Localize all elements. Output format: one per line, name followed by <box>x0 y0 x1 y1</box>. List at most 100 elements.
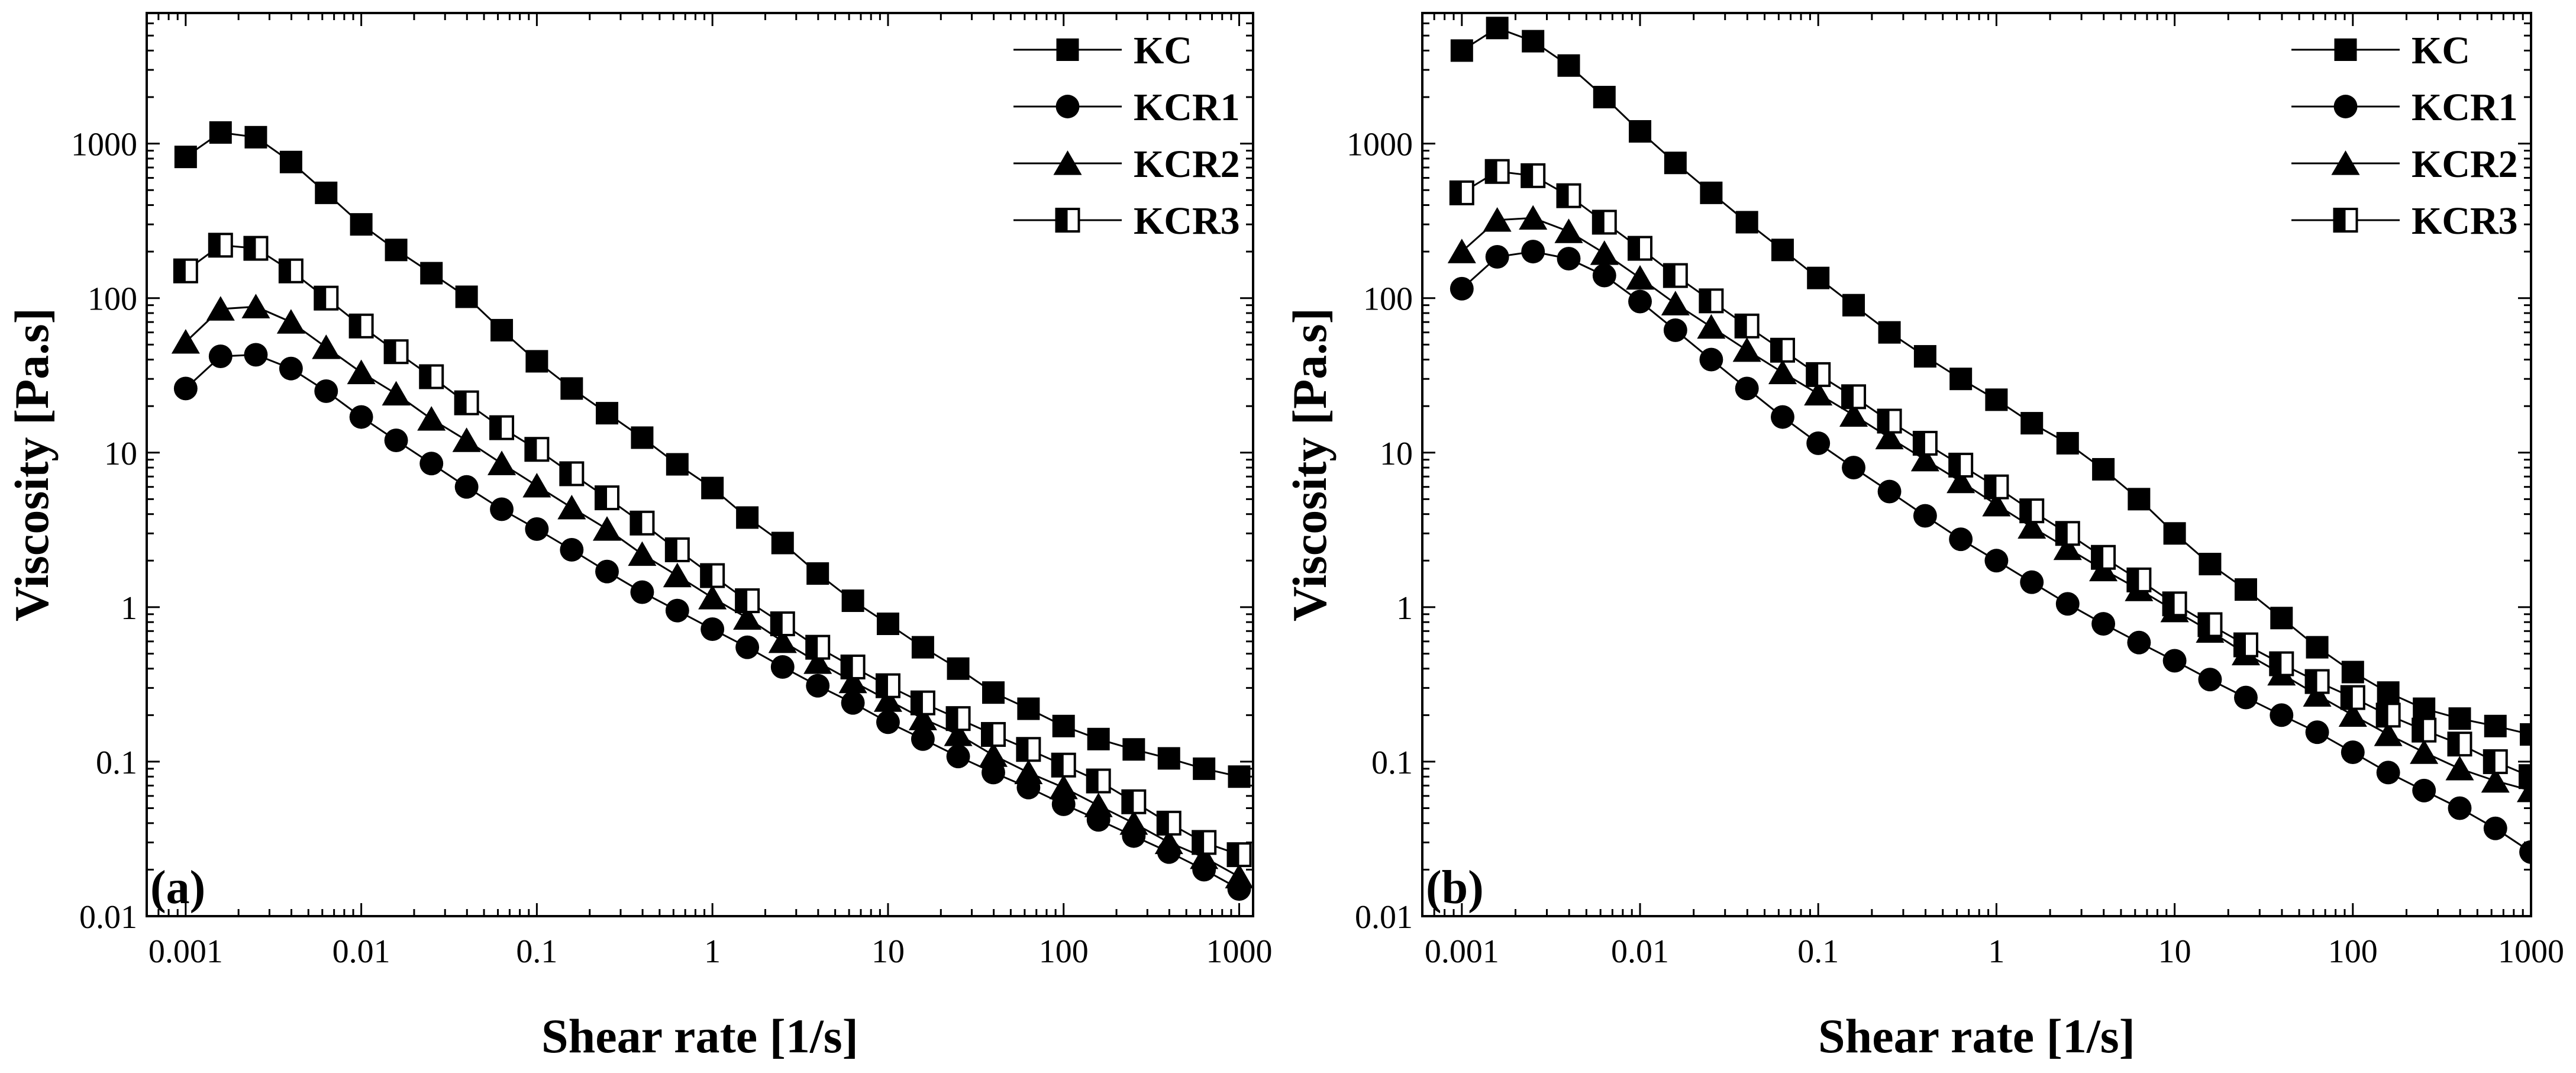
panel-b-series-kcr2-point <box>2017 514 2046 539</box>
panel-a-series-kcr2-point <box>241 294 270 318</box>
panel-a-legend-marker <box>1053 150 1082 175</box>
panel-b-series-kcr1-point <box>1450 276 1474 301</box>
panel-b-series-kcr2-point <box>1732 337 1761 362</box>
panel-b-series-kcr3-point <box>2412 717 2437 743</box>
panel-a-y-tick-label: 1 <box>121 590 137 627</box>
panel-b-series-kc-point <box>2056 431 2079 455</box>
panel-a-legend-marker <box>1055 208 1080 233</box>
panel-a-series-kcr3-point <box>1016 737 1041 762</box>
panel-a-legend-entry-kcr1: KCR1 <box>1013 86 1240 129</box>
panel-a-series-kc-point <box>666 453 689 476</box>
panel-b-series-kcr2-point <box>1447 239 1476 263</box>
panel-b-legend-marker <box>2333 208 2358 233</box>
panel-a-series-kc-point <box>490 318 514 341</box>
panel-a-y-tick-label: 100 <box>88 281 137 318</box>
panel-a-y-tick-label: 10 <box>104 436 137 472</box>
panel-b-series-kcr1-point <box>2055 592 2080 616</box>
panel-b-series-kcr3-point <box>2269 651 2294 676</box>
panel-a-legend-entry-kc: KC <box>1013 29 1192 72</box>
panel-a-series-kcr2-point <box>733 605 762 630</box>
panel-b-plot-frame <box>1421 12 2532 917</box>
panel-b-series-kcr2-point <box>1875 424 1904 450</box>
panel-a-series-kcr1-point <box>946 745 970 769</box>
panel-b-series-kcr1-point <box>2412 778 2436 803</box>
panel-b-series-kcr2-point <box>2303 682 2332 707</box>
panel-a-series-kcr2-point <box>698 585 727 610</box>
panel-b-legend-marker <box>2334 38 2357 61</box>
panel-a-series-kc-point <box>841 589 864 613</box>
panel-b-series-kcr2-point <box>2410 739 2439 764</box>
panel-b-series-kcr2-point <box>1839 402 1868 427</box>
panel-a-series-kc-point <box>1052 714 1075 737</box>
panel-a-series-kc-point <box>1228 765 1251 788</box>
panel-b-series-kcr3-point <box>2091 544 2116 570</box>
panel-a-y-tick-label: 0.01 <box>79 899 137 936</box>
panel-a-series-kc-point <box>876 613 899 636</box>
panel-b-series-kc-point <box>1700 181 1723 204</box>
panel-a-series-kcr3-point <box>1192 830 1217 855</box>
panel-b-series-kc-point <box>2306 636 2329 659</box>
panel-b-legend-entry-kcr3: KCR3 <box>2291 199 2518 243</box>
panel-b-series-kcr3-point <box>1806 362 1831 387</box>
panel-a-series-kcr3-point <box>910 690 935 716</box>
panel-b-series-kcr1-point <box>1485 245 1509 269</box>
panel-b-series-kc-point <box>2520 723 2531 746</box>
panel-a-series-kcr1-point <box>208 344 233 369</box>
panel-b-series-kcr1-point <box>1592 263 1616 288</box>
panel-b: 0.001 0.01 0.1 1 10 100 1000 0.01 0.1 1 10 100 1000 S… <box>1283 12 2564 1063</box>
panel-a-series-kcr2-point <box>592 516 622 541</box>
panel-b-series-kcr2-point <box>1661 291 1690 315</box>
panel-b-x-tick-label: 1 <box>1988 933 2004 970</box>
panel-a-series-kc-point <box>982 681 1005 704</box>
panel-b-series-kcr2-point <box>1554 218 1583 243</box>
panel-a-series-kcr1-point <box>173 376 198 401</box>
panel-a-legend-label: KC <box>1134 29 1192 72</box>
panel-a-series-kcr2-point <box>1154 829 1183 855</box>
panel-a-series-kc-point <box>209 121 232 144</box>
panel-b-series-kcr1-point <box>1663 318 1687 342</box>
panel-b-series-kcr3-point <box>1484 159 1510 184</box>
panel-b-legend-label: KC <box>2412 29 2470 72</box>
panel-b-series-kcr2-point <box>1946 468 1975 494</box>
panel-a-series-kcr2-point <box>382 381 411 406</box>
panel-a-series-kcr2-point <box>838 668 867 694</box>
panel-a-series-kcr2-point <box>908 705 937 730</box>
panel-b-series-kcr1-point <box>1628 289 1652 314</box>
panel-b-series-kcr1-point <box>2127 630 2151 655</box>
panel-a-series-kcr3-point <box>314 285 339 311</box>
panel-b-y-tick-label: 0.01 <box>1355 899 1413 936</box>
panel-b-series-kc-point <box>1771 239 1794 262</box>
panel-a-series-kcr3-point <box>945 706 971 732</box>
panel-b-series-kcr3-point <box>1521 163 1546 188</box>
panel-a-series-kcr3-point <box>524 437 550 462</box>
panel-a-x-tick-label: 0.001 <box>149 933 223 970</box>
panel-a-series-kcr2 <box>171 294 1253 889</box>
panel-a-x-tick-label: 0.01 <box>333 933 390 970</box>
panel-b-series-kc <box>1450 17 2531 746</box>
panel-b-x-tick-label: 1000 <box>2498 933 2564 970</box>
panel-b-y-tick-label: 0.1 <box>1371 745 1413 781</box>
panel-a-legend-label: KCR2 <box>1134 143 1240 186</box>
panel-b-x-tick-label: 0.1 <box>1797 933 1839 970</box>
panel-b-legend: KC KCR1 KCR2 KCR3 <box>2291 29 2518 243</box>
panel-b-series-kcr3-point <box>1628 236 1653 261</box>
panel-a-series-kc-point <box>560 377 583 400</box>
panel-b-y-tick-label: 10 <box>1380 436 1413 472</box>
panel-a-series-kcr3-point <box>489 415 515 440</box>
panel-a-series-kc-point <box>455 285 478 308</box>
panel-a-legend-marker <box>1056 38 1079 61</box>
panel-b-series-kcr1-point <box>2341 740 2365 765</box>
panel-a-series-kcr3-point <box>805 634 831 660</box>
panel-b-series-kc-point <box>2234 578 2257 601</box>
panel-a-series-kcr3-point <box>208 233 233 258</box>
panel-b-series-kcr2-point <box>1625 265 1655 290</box>
panel-a-series-kcr1-point <box>279 356 303 381</box>
panel-b-panel-label: (b) <box>1426 862 1484 914</box>
panel-a-series-kc-point <box>631 426 654 449</box>
panel-b-series-kc-point <box>2128 488 2151 511</box>
panel-b-x-tick-label: 0.001 <box>1425 933 1499 970</box>
panel-b-series-kcr3-line <box>1461 170 2531 778</box>
panel-b-legend-marker <box>2331 150 2360 175</box>
panel-b-series-kcr2-point <box>2374 721 2403 746</box>
